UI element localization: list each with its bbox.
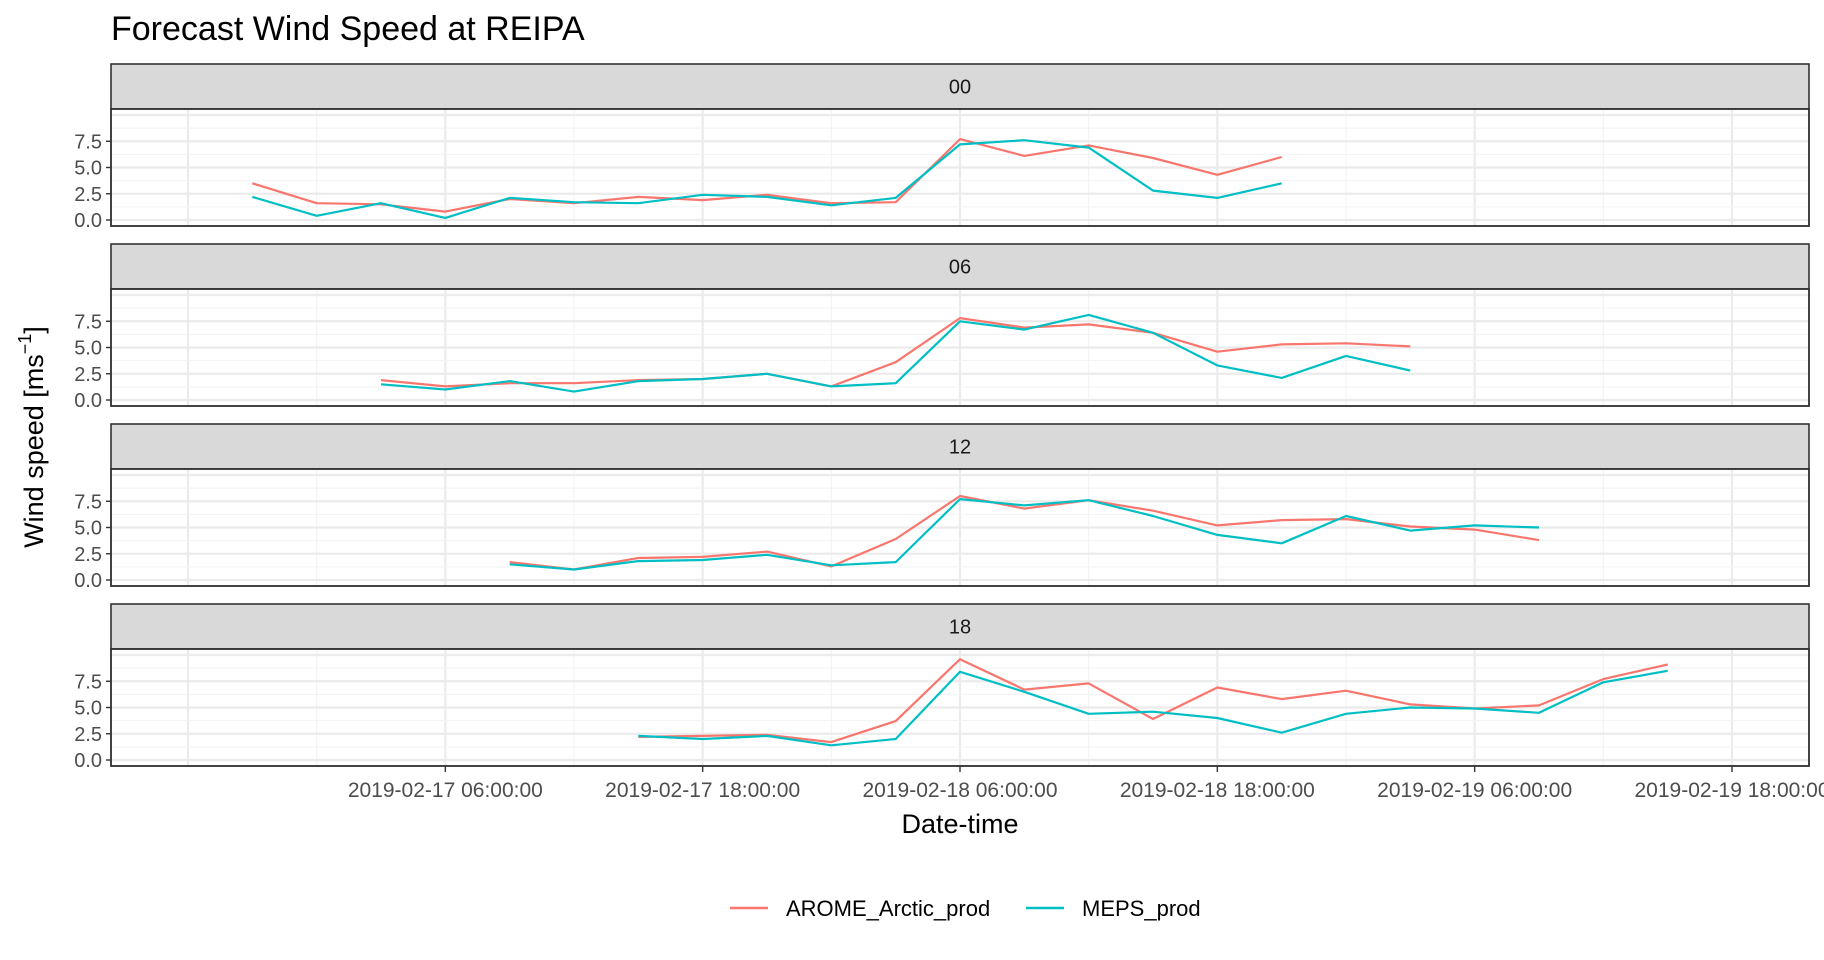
y-axis-title-superscript: −1 (15, 334, 35, 355)
facet-strip (110, 603, 1810, 650)
x-tick-label: 2019-02-19 06:00:00 (1377, 779, 1572, 802)
y-tick-label: 2.5 (74, 724, 102, 746)
y-tick-label: 5.0 (74, 158, 102, 180)
y-axis-title-main: Wind speed [ms (19, 354, 49, 548)
facet-panel-06: 06 0.0 2.5 5.0 7.5 (74, 243, 1810, 412)
facet-strip (110, 63, 1810, 110)
series-line-MEPS_prod (251, 139, 1282, 219)
facet-panel-00: 00 0.0 2.5 5.0 7.5 (74, 63, 1810, 232)
y-tick-label: 0.0 (74, 210, 102, 232)
chart-title: Forecast Wind Speed at REIPA (111, 10, 585, 48)
facet-strip-label: 00 (949, 77, 971, 99)
facet-panel-12: 12 0.0 2.5 5.0 7.5 (74, 423, 1810, 592)
y-tick-label: 5.0 (74, 338, 102, 360)
series-line-MEPS_prod (509, 498, 1540, 571)
x-tick-label: 2019-02-17 06:00:00 (348, 779, 543, 802)
y-tick-label: 7.5 (74, 311, 102, 333)
facet-panels: 00 0.0 2.5 5.0 7.5 06 0.0 2.5 5.0 7.5 12 0.0 2.5 5.0 7… (74, 63, 1810, 772)
facet-strip-label: 12 (949, 437, 971, 459)
series-line-MEPS_prod (638, 669, 1668, 747)
legend-item-AROME_Arctic_prod: AROME_Arctic_prod (730, 896, 990, 921)
facet-strip (110, 243, 1810, 290)
x-tick-label: 2019-02-18 06:00:00 (863, 779, 1058, 802)
facet-strip (110, 423, 1810, 470)
facet-strip-label: 18 (949, 617, 971, 639)
x-axis-title: Date-time (901, 809, 1018, 839)
facet-panel-18: 18 0.0 2.5 5.0 7.5 (74, 603, 1810, 772)
x-tick-label: 2019-02-18 18:00:00 (1120, 779, 1315, 802)
x-axis: 2019-02-17 06:00:00 2019-02-17 18:00:00 20… (348, 766, 1824, 802)
y-tick-label: 0.0 (74, 750, 102, 772)
y-tick-label: 0.0 (74, 570, 102, 592)
legend-label: AROME_Arctic_prod (786, 896, 990, 921)
y-tick-label: 5.0 (74, 698, 102, 720)
facet-strip-label: 06 (949, 257, 971, 279)
y-tick-label: 7.5 (74, 131, 102, 153)
y-axis-title-close: ] (19, 326, 49, 334)
y-tick-label: 0.0 (74, 390, 102, 412)
series-line-AROME_Arctic_prod (380, 317, 1411, 388)
y-tick-label: 7.5 (74, 491, 102, 513)
legend: AROME_Arctic_prod MEPS_prod (730, 896, 1201, 921)
series-line-AROME_Arctic_prod (251, 138, 1282, 213)
y-tick-label: 5.0 (74, 518, 102, 540)
y-tick-label: 2.5 (74, 364, 102, 386)
y-axis-title: Wind speed [ms−1] (15, 326, 49, 548)
series-line-MEPS_prod (380, 313, 1411, 393)
legend-item-MEPS_prod: MEPS_prod (1026, 896, 1201, 921)
y-tick-label: 2.5 (74, 184, 102, 206)
y-tick-label: 7.5 (74, 671, 102, 693)
x-tick-label: 2019-02-17 18:00:00 (605, 779, 800, 802)
legend-label: MEPS_prod (1082, 896, 1201, 921)
x-tick-label: 2019-02-19 18:00:00 (1635, 779, 1824, 802)
y-tick-label: 2.5 (74, 544, 102, 566)
series-line-AROME_Arctic_prod (638, 658, 1668, 744)
